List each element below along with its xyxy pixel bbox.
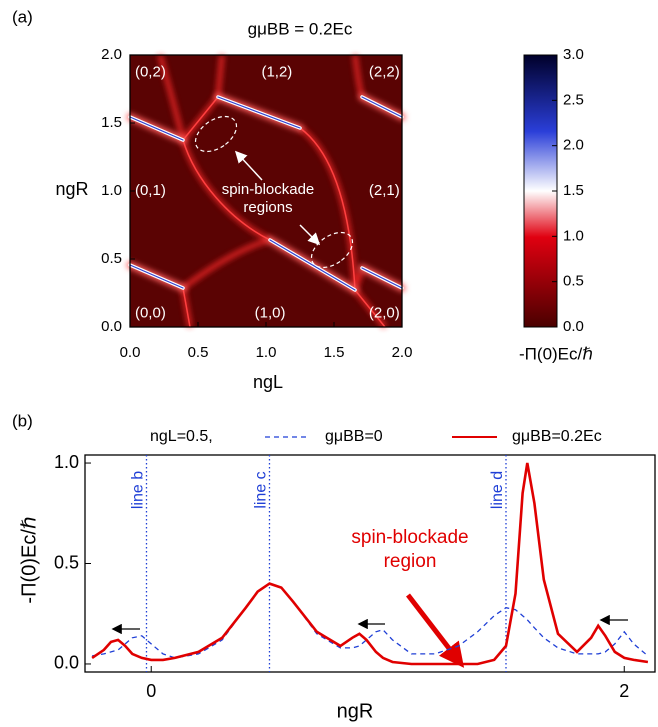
y-tick-label: 1.5 [101,114,122,131]
y-tick-label: 1.0 [54,452,79,472]
colorbar-label: -Π(0)Ec/ℏ [519,344,593,363]
y-tick-label: 0.5 [54,552,79,572]
x-tick-label: 1.0 [256,344,277,361]
x-axis-label: ngR [337,700,374,722]
region-label: (0,2) [135,64,166,81]
region-label: (2,1) [369,182,400,199]
colorbar-tick-label: 1.5 [563,182,584,199]
y-tick-label: 2.0 [101,46,122,63]
x-tick-label: 0 [146,681,156,701]
region-label: (2,2) [369,64,400,81]
legend-label: gμBB=0.2Ec [512,428,602,445]
region-label: (1,2) [261,64,292,81]
x-tick-label: 2 [619,681,629,701]
colorbar-tick-label: 0.0 [563,318,584,335]
reference-label: line b [130,471,147,509]
annotation: regions [243,199,292,216]
colorbar-tick-label: 1.0 [563,227,584,244]
series-line [91,462,649,666]
x-tick-label: 2.0 [392,344,413,361]
shift-arrows [111,614,628,635]
panel-label: (b) [12,411,33,430]
region-label: (0,1) [135,182,166,199]
reference-label: line d [489,471,506,509]
region-label: (2,0) [369,304,400,321]
annotation-arrow [406,593,465,668]
y-tick-label: 0.0 [101,318,122,335]
region-label: (1,0) [255,304,286,321]
x-tick-label: 0.0 [120,344,141,361]
plot-frame [84,454,656,673]
legend-title: ngL=0.5, [150,428,213,445]
x-axis-label: ngL [253,372,283,392]
colorbar-tick-label: 0.5 [563,273,584,290]
colorbar-tick-label: 2.5 [563,91,584,108]
heatmap-image [126,54,406,329]
annotation: region [384,551,437,572]
chart-title: gμBB = 0.2Ec [248,19,353,38]
annotation: spin-blockade [351,527,468,548]
panel-label: (a) [12,7,33,26]
y-axis-label: ngR [55,179,88,199]
y-tick-label: 1.0 [101,182,122,199]
colorbar-tick-label: 2.0 [563,137,584,154]
x-tick-label: 1.5 [324,344,345,361]
annotation: spin-blockade [222,181,315,198]
y-tick-label: 0.0 [54,653,79,673]
region-label: (0,0) [135,304,166,321]
colorbar-tick-label: 3.0 [563,46,584,63]
y-tick-label: 0.5 [101,250,122,267]
colorbar [523,54,558,328]
x-tick-label: 0.5 [188,344,209,361]
y-axis-label: -Π(0)Ec/ℏ [18,516,40,603]
legend-label: gμBB=0 [325,428,383,445]
reference-label: line c [253,471,270,508]
series-line [91,582,649,659]
